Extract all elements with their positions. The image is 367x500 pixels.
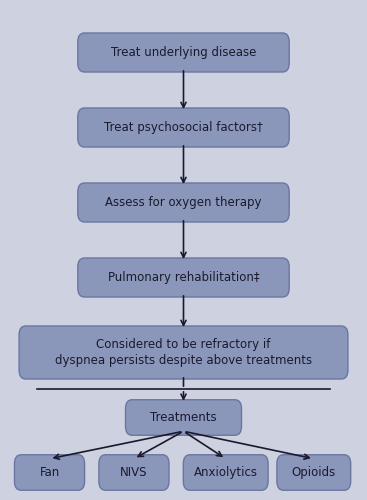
FancyBboxPatch shape [78, 183, 289, 222]
FancyBboxPatch shape [78, 33, 289, 72]
Text: Treat underlying disease: Treat underlying disease [111, 46, 256, 59]
FancyBboxPatch shape [277, 455, 350, 490]
FancyBboxPatch shape [183, 455, 268, 490]
FancyBboxPatch shape [19, 326, 348, 379]
Text: NIVS: NIVS [120, 466, 148, 479]
FancyBboxPatch shape [126, 400, 241, 435]
FancyBboxPatch shape [78, 108, 289, 147]
Text: Anxiolytics: Anxiolytics [194, 466, 258, 479]
Text: Assess for oxygen therapy: Assess for oxygen therapy [105, 196, 262, 209]
Text: Treatments: Treatments [150, 411, 217, 424]
FancyBboxPatch shape [78, 258, 289, 297]
Text: Treat psychosocial factors†: Treat psychosocial factors† [104, 121, 263, 134]
Text: Opioids: Opioids [292, 466, 336, 479]
Text: Considered to be refractory if
dyspnea persists despite above treatments: Considered to be refractory if dyspnea p… [55, 338, 312, 367]
Text: Fan: Fan [39, 466, 60, 479]
FancyBboxPatch shape [15, 455, 84, 490]
FancyBboxPatch shape [99, 455, 169, 490]
Text: Pulmonary rehabilitation‡: Pulmonary rehabilitation‡ [108, 271, 259, 284]
